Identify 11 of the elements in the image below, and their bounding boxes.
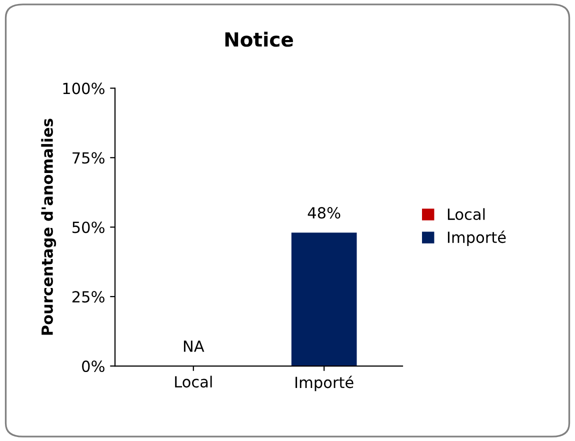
legend-label: Local xyxy=(448,208,485,220)
y-tick-label: 50% xyxy=(72,222,104,234)
y-tick-label: 75% xyxy=(72,152,104,164)
y-tick-label: 0% xyxy=(82,360,104,372)
y-tick-label: 25% xyxy=(72,291,104,303)
legend-label: Importé xyxy=(448,230,506,246)
y-axis-title: Pourcentage d'anomalies xyxy=(41,118,56,335)
text: NA xyxy=(184,340,204,352)
y-tick-label: 100% xyxy=(63,82,104,94)
data-label: 48% xyxy=(308,207,340,219)
chart-title: Notice xyxy=(225,32,293,47)
